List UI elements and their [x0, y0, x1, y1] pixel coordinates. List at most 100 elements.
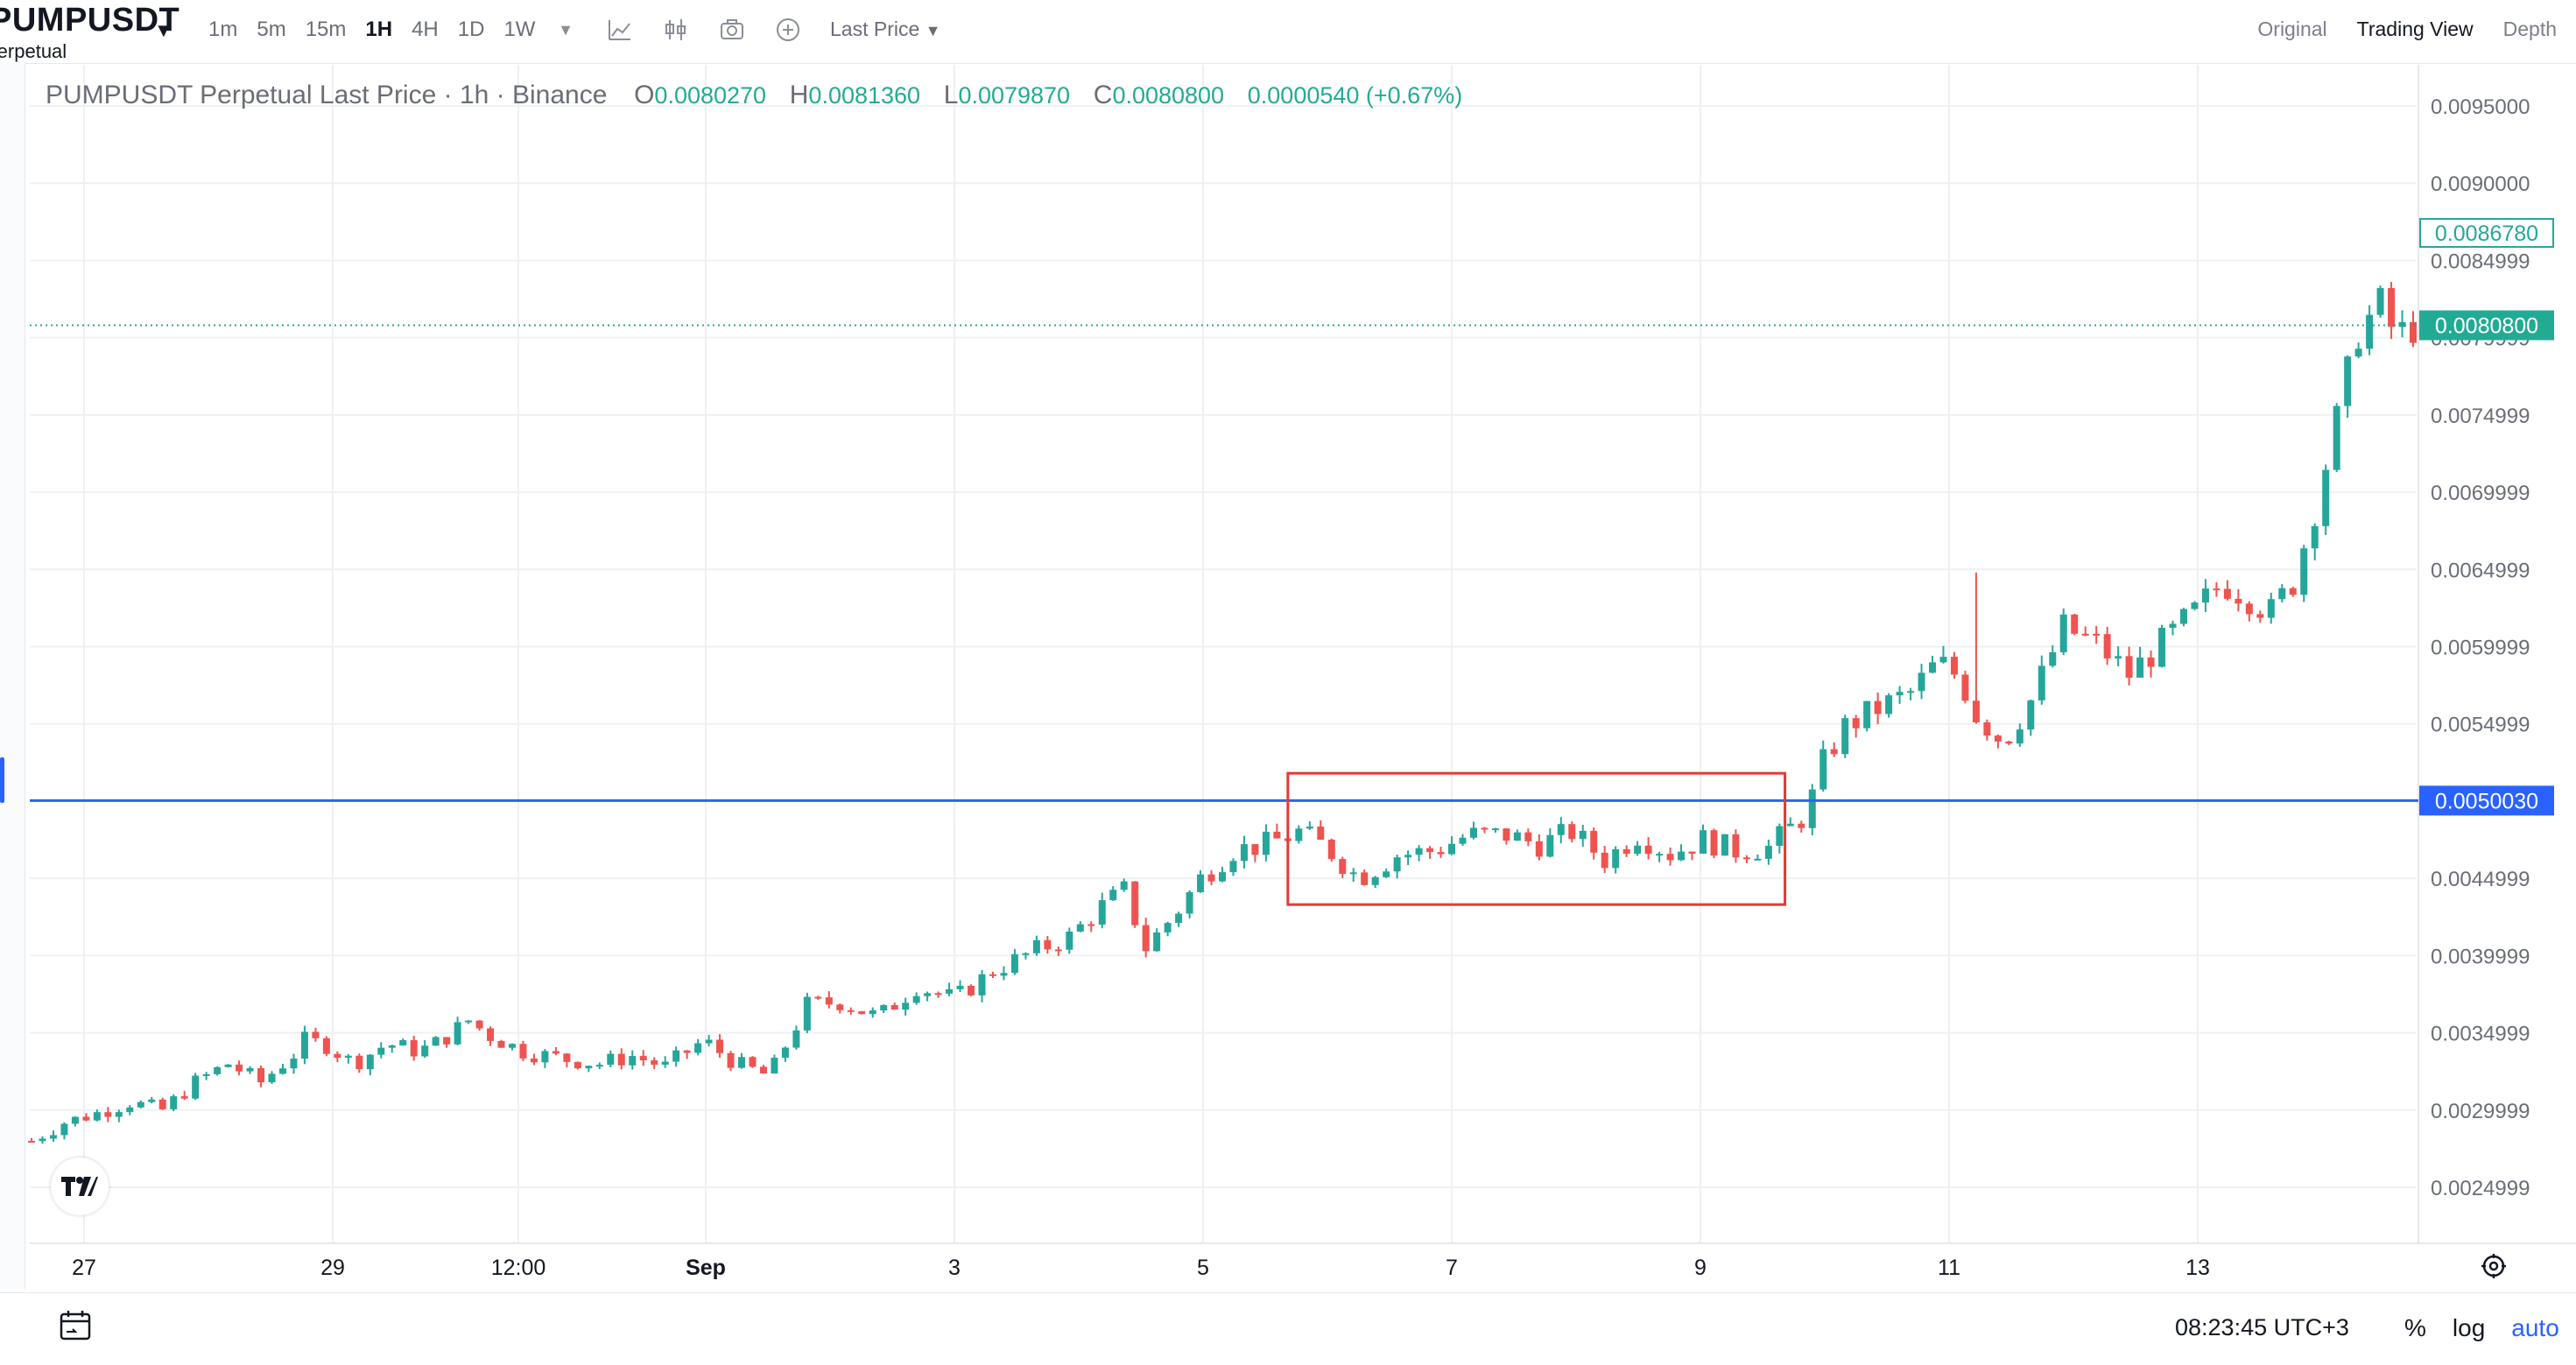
- candle-body: [1306, 827, 1313, 829]
- percent-scale-toggle[interactable]: %: [2404, 1314, 2426, 1341]
- candle-body: [334, 1053, 341, 1059]
- candle-body: [814, 996, 822, 999]
- time-axis: 27 29 12:00 Sep 3 5 7 9 11 13: [72, 1256, 2210, 1280]
- y-tick-label: 0.0095000: [2431, 95, 2530, 119]
- candle-body: [1361, 872, 1369, 885]
- candle-body: [1776, 826, 1784, 847]
- candle-body: [1219, 872, 1226, 882]
- candle-body: [541, 1051, 549, 1063]
- candle-body: [2289, 588, 2297, 595]
- candle-body: [1579, 830, 1587, 840]
- interval-1m[interactable]: 1m: [208, 18, 238, 41]
- candle-body: [257, 1067, 265, 1083]
- candle-body: [224, 1064, 232, 1067]
- interval-selector: 1m 5m 15m 1H 4H 1D 1W: [208, 18, 554, 42]
- candle-body: [1273, 831, 1281, 839]
- candle-body: [1503, 828, 1510, 841]
- interval-15m[interactable]: 15m: [305, 18, 347, 41]
- candle-body: [246, 1067, 254, 1072]
- candle-body: [1131, 881, 1139, 925]
- clock-timezone[interactable]: 08:23:45 UTC+3: [2175, 1314, 2349, 1340]
- interval-1w[interactable]: 1W: [503, 18, 536, 41]
- tab-original[interactable]: Original: [2257, 18, 2327, 40]
- y-tick-label: 0.0029999: [2431, 1100, 2530, 1123]
- candle-body: [759, 1066, 767, 1074]
- candle-body: [607, 1053, 615, 1066]
- price-chart[interactable]: 0.00950000.00900000.00849990.00799990.00…: [0, 0, 2576, 1292]
- candle-body: [825, 997, 833, 1005]
- y-tick-label: 0.0034999: [2431, 1023, 2530, 1046]
- candle-body: [563, 1053, 571, 1062]
- interval-4h[interactable]: 4H: [412, 18, 439, 41]
- candle-body: [2322, 469, 2330, 526]
- candle-body: [1699, 830, 1707, 855]
- candle-body: [1546, 834, 1554, 857]
- x-tick-label: 29: [320, 1256, 345, 1280]
- x-tick-label: 12:00: [491, 1256, 546, 1280]
- chart-type-icon[interactable]: [658, 12, 693, 47]
- candle-body: [1197, 874, 1205, 892]
- candle-body: [2256, 614, 2264, 618]
- active-tool-marker: [0, 757, 4, 803]
- candle-body: [1983, 721, 1991, 736]
- symbol-dropdown-icon[interactable]: ▼: [154, 19, 173, 41]
- legend-low-value: 0.0079870: [958, 82, 1071, 109]
- y-tick-label: 0.0074999: [2431, 405, 2530, 428]
- candle-body: [2093, 633, 2101, 636]
- interval-5m[interactable]: 5m: [257, 18, 286, 41]
- candle-body: [421, 1045, 429, 1057]
- candle-body: [377, 1047, 385, 1055]
- candle-body: [1918, 672, 1925, 692]
- candle-body: [1907, 691, 1915, 693]
- legend-close-value: 0.0080800: [1112, 82, 1225, 109]
- candle-body: [399, 1040, 407, 1046]
- y-tick-label: 0.0064999: [2431, 559, 2530, 582]
- candle-body: [1240, 844, 1248, 862]
- interval-1d[interactable]: 1D: [457, 18, 485, 41]
- x-tick-label: 7: [1446, 1256, 1458, 1280]
- candle-body: [1830, 749, 1838, 755]
- candle-body: [2071, 614, 2079, 634]
- candle-body: [432, 1037, 440, 1046]
- add-indicator-plus-icon[interactable]: [771, 12, 806, 47]
- auto-scale-toggle[interactable]: auto: [2511, 1314, 2559, 1341]
- overlays: [30, 324, 2418, 906]
- candle-body: [2366, 314, 2374, 349]
- y-tick-label: 0.0059999: [2431, 637, 2530, 660]
- tab-trading-view[interactable]: Trading View: [2356, 18, 2474, 40]
- tab-depth[interactable]: Depth: [2502, 18, 2557, 40]
- candle-body: [1994, 735, 2002, 742]
- indicators-icon[interactable]: [602, 12, 637, 47]
- y-tick-label: 0.0069999: [2431, 482, 2530, 505]
- log-scale-toggle[interactable]: log: [2452, 1314, 2486, 1341]
- candle-body: [2049, 651, 2057, 666]
- candle-body: [1054, 949, 1062, 952]
- calendar-goto-date-icon[interactable]: [58, 1309, 93, 1342]
- settings-gear-icon[interactable]: [2480, 1252, 2508, 1280]
- candle-body: [1469, 827, 1477, 838]
- more-intervals-chevron-icon[interactable]: ▼: [558, 20, 574, 39]
- chevron-down-icon: ▼: [925, 22, 941, 39]
- candle-body: [1295, 828, 1303, 841]
- candle-body: [322, 1038, 330, 1054]
- legend-close-label: C: [1093, 81, 1113, 109]
- candle-body: [1742, 857, 1750, 860]
- camera-icon[interactable]: [714, 12, 750, 47]
- candle-body: [2311, 525, 2319, 549]
- candle-body: [1415, 848, 1423, 855]
- symbol-name[interactable]: PUMPUSDT: [0, 2, 180, 39]
- drawing-tools-strip[interactable]: [0, 63, 25, 1289]
- candle-body: [39, 1138, 46, 1142]
- candle-body: [1732, 834, 1740, 858]
- candle-body: [1066, 931, 1073, 950]
- candle-body: [1044, 939, 1052, 950]
- candle-body: [202, 1073, 210, 1076]
- x-tick-label: 9: [1694, 1256, 1707, 1280]
- interval-1h[interactable]: 1H: [365, 18, 393, 41]
- candle-body: [1972, 700, 1980, 722]
- candle-body: [902, 1003, 910, 1010]
- tradingview-logo-icon[interactable]: [51, 1157, 109, 1215]
- candle-body: [1022, 953, 1030, 955]
- price-type-select[interactable]: Last Price ▼: [830, 18, 940, 41]
- candle-body: [192, 1075, 200, 1099]
